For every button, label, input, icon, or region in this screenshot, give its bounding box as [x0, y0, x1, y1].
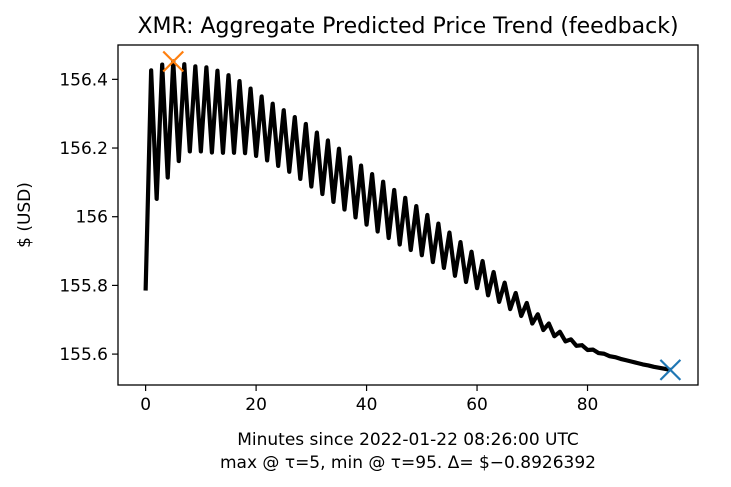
- y-tick-label: 156.2: [59, 139, 108, 159]
- y-axis: 155.6 155.8 156 156.2 156.4: [59, 70, 118, 365]
- y-tick-label: 155.6: [59, 345, 108, 365]
- x-axis-label: Minutes since 2022-01-22 08:26:00 UTC: [237, 430, 579, 450]
- y-tick-label: 156.4: [59, 70, 108, 90]
- x-tick-label: 0: [140, 395, 151, 415]
- y-axis-label: $ (USD): [15, 182, 35, 248]
- y-tick-label: 155.8: [59, 276, 108, 296]
- plot-area: 155.6 155.8 156 156.2 156.4 0 20 40 60 80: [59, 44, 699, 415]
- x-tick-label: 40: [356, 395, 378, 415]
- x-axis: 0 20 40 60 80: [140, 385, 598, 415]
- plot-frame: [117, 44, 699, 386]
- min-marker: [659, 359, 682, 381]
- x-tick-label: 20: [245, 395, 267, 415]
- x-tick-label: 60: [466, 395, 488, 415]
- chart-title: XMR: Aggregate Predicted Price Trend (fe…: [137, 14, 678, 39]
- series-line: [143, 59, 671, 372]
- marker-layer: [162, 50, 682, 381]
- x-axis-sublabel: max @ τ=5, min @ τ=95. Δ= $−0.8926392: [220, 453, 596, 473]
- y-tick-label: 156: [76, 208, 108, 228]
- series-layer: [143, 59, 671, 372]
- x-tick-label: 80: [577, 395, 599, 415]
- max-marker: [162, 50, 185, 73]
